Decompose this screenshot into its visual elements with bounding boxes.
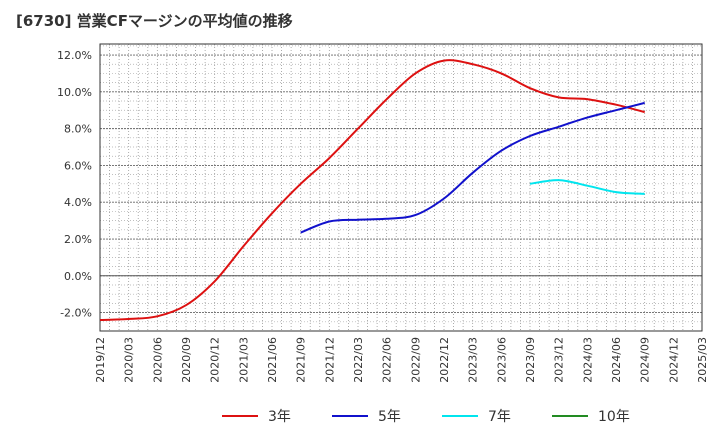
x-tick-label: 2024/06: [610, 337, 623, 383]
x-tick-label: 2021/06: [266, 337, 279, 383]
series-line-3: [529, 179, 645, 195]
x-tick-label: 2023/06: [495, 337, 508, 383]
x-tick-label: 2021/09: [295, 337, 308, 383]
x-tick-label: 2025/03: [696, 337, 709, 383]
x-tick-label: 2020/12: [209, 337, 222, 383]
legend-label: 7年: [488, 409, 511, 425]
y-tick-label: 8.0%: [64, 123, 92, 136]
legend-item: 3年: [222, 404, 291, 428]
plot-area: [100, 44, 702, 331]
y-tick-label: 6.0%: [64, 159, 92, 172]
x-tick-label: 2020/06: [151, 337, 164, 383]
x-tick-label: 2022/09: [409, 337, 422, 383]
legend-label: 5年: [378, 409, 401, 425]
x-tick-label: 2024/12: [667, 337, 680, 383]
plot-frame: [99, 43, 703, 332]
x-tick-label: 2020/09: [180, 337, 193, 383]
x-tick-label: 2024/03: [581, 337, 594, 383]
series-line-1: [99, 59, 645, 321]
legend-swatch: [552, 415, 588, 417]
x-tick-label: 2024/09: [639, 337, 652, 383]
x-tick-label: 2021/12: [323, 337, 336, 383]
legend: 3年 5年 7年 10年: [0, 404, 720, 428]
x-tick-label: 2023/09: [524, 337, 537, 383]
y-tick-label: 12.0%: [57, 49, 92, 62]
x-tick-label: 2020/03: [123, 337, 136, 383]
legend-swatch: [332, 415, 368, 417]
y-tick-label: 0.0%: [64, 270, 92, 283]
x-tick-label: 2023/12: [553, 337, 566, 383]
legend-label: 3年: [268, 409, 291, 425]
y-tick-label: -2.0%: [60, 307, 92, 320]
legend-item: 7年: [442, 404, 511, 428]
x-tick-label: 2022/06: [381, 337, 394, 383]
y-tick-label: 10.0%: [57, 86, 92, 99]
y-tick-label: 4.0%: [64, 196, 92, 209]
x-tick-label: 2023/03: [467, 337, 480, 383]
x-tick-label: 2022/03: [352, 337, 365, 383]
x-tick-label: 2022/12: [438, 337, 451, 383]
y-tick-label: 2.0%: [64, 233, 92, 246]
chart-title: [6730] 営業CFマージンの平均値の推移: [16, 12, 293, 30]
legend-label: 10年: [598, 409, 630, 425]
legend-item: 5年: [332, 404, 401, 428]
x-tick-label: 2021/03: [237, 337, 250, 383]
grid: [100, 44, 702, 332]
legend-swatch: [442, 415, 478, 417]
legend-swatch: [222, 415, 258, 417]
x-tick-label: 2019/12: [94, 337, 107, 383]
series-line-2: [300, 101, 645, 234]
legend-item: 10年: [552, 404, 630, 428]
